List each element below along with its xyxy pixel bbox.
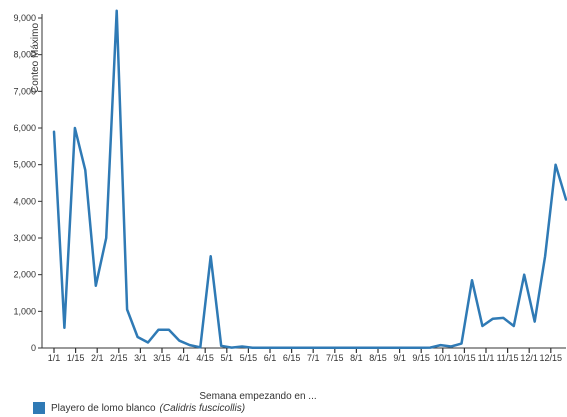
y-tick-label: 3,000: [13, 233, 36, 243]
x-tick-label: 6/1: [264, 353, 277, 363]
y-tick-label: 2,000: [13, 270, 36, 280]
x-tick-label: 5/1: [221, 353, 234, 363]
y-tick-label: 9,000: [13, 13, 36, 23]
x-tick-label: 12/15: [540, 353, 563, 363]
legend[interactable]: Playero de lomo blanco (Calidris fuscico…: [33, 402, 245, 414]
y-tick-label: 0: [31, 343, 36, 353]
x-tick-label: 8/15: [369, 353, 387, 363]
y-tick-label: 6,000: [13, 123, 36, 133]
y-axis: 0 1,000 2,000 3,000 4,000 5,000 6,000 7,000 8,00…: [13, 13, 43, 353]
y-axis-label: Conteo Máximo: [30, 23, 41, 93]
y-tick-label: 5,000: [13, 160, 36, 170]
y-tick-label: 1,000: [13, 306, 36, 316]
x-tick-label: 7/15: [326, 353, 344, 363]
x-tick-label: 11/15: [497, 353, 519, 363]
x-tick-label: 2/1: [91, 353, 104, 363]
x-tick-label: 9/15: [412, 353, 430, 363]
series-layer: [52, 9, 567, 350]
x-tick-label: 1/1: [48, 353, 61, 363]
x-tick-label: 6/15: [283, 353, 301, 363]
x-axis: 1/1 1/15 2/1 2/15 3/1 3/15 4/1 4/15 5/1 5/15 6/1 6/…: [42, 347, 566, 363]
x-tick-label: 7/1: [307, 353, 320, 363]
x-tick-label: 2/15: [110, 353, 128, 363]
x-tick-label: 12/1: [520, 353, 538, 363]
x-tick-label: 4/1: [177, 353, 190, 363]
y-tick-label: 8,000: [13, 50, 36, 60]
x-tick-label: 8/1: [350, 353, 363, 363]
x-tick-label: 5/15: [240, 353, 258, 363]
x-axis-label: Semana empezando en ...: [199, 391, 316, 402]
series-line: [52, 9, 567, 350]
x-tick-label: 10/15: [453, 353, 476, 363]
x-tick-label: 3/15: [153, 353, 171, 363]
x-tick-label: 3/1: [134, 353, 147, 363]
legend-scientific-name: (Calidris fuscicollis): [159, 402, 246, 414]
x-tick-label: 10/1: [434, 353, 452, 363]
legend-common-name: Playero de lomo blanco: [51, 402, 156, 414]
x-tick-label: 1/15: [67, 353, 85, 363]
y-tick-label: 7,000: [13, 86, 36, 96]
x-tick-label: 11/1: [478, 353, 495, 363]
y-tick-label: 4,000: [13, 196, 36, 206]
x-tick-label: 4/15: [196, 353, 214, 363]
x-tick-label: 9/1: [393, 353, 406, 363]
legend-swatch: [33, 402, 45, 414]
